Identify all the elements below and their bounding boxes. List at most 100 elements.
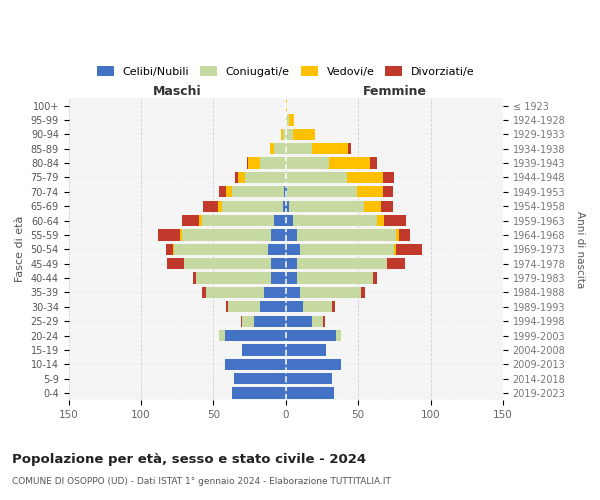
Bar <box>370 158 377 168</box>
Bar <box>222 200 283 212</box>
Bar <box>396 230 399 240</box>
Bar <box>242 316 254 327</box>
Bar <box>286 272 298 283</box>
Bar <box>384 215 406 226</box>
Bar <box>377 215 384 226</box>
Bar <box>286 215 293 226</box>
Bar <box>298 258 387 270</box>
Bar <box>286 128 293 140</box>
Bar <box>248 158 260 168</box>
Bar <box>298 230 396 240</box>
Bar <box>235 172 238 183</box>
Bar <box>167 258 184 270</box>
Bar <box>233 373 286 384</box>
Bar <box>180 230 182 240</box>
Bar <box>232 388 286 398</box>
Bar <box>383 186 393 198</box>
Bar <box>241 316 242 327</box>
Bar <box>312 143 348 154</box>
Bar <box>286 358 341 370</box>
Bar <box>242 344 286 356</box>
Bar <box>193 272 196 283</box>
Bar <box>284 186 286 198</box>
Bar <box>387 258 404 270</box>
Bar <box>286 258 298 270</box>
Bar <box>199 215 202 226</box>
Bar <box>293 128 315 140</box>
Bar <box>287 186 357 198</box>
Bar <box>373 272 377 283</box>
Bar <box>254 316 286 327</box>
Bar <box>274 143 286 154</box>
Bar <box>286 330 337 341</box>
Y-axis label: Anni di nascita: Anni di nascita <box>575 210 585 288</box>
Bar <box>247 158 248 168</box>
Bar <box>399 230 410 240</box>
Bar <box>286 143 312 154</box>
Bar <box>383 172 394 183</box>
Bar <box>286 301 303 312</box>
Bar <box>203 200 218 212</box>
Text: Popolazione per età, sesso e stato civile - 2024: Popolazione per età, sesso e stato civil… <box>12 452 366 466</box>
Bar <box>348 143 351 154</box>
Bar <box>260 301 286 312</box>
Bar <box>394 244 396 255</box>
Bar <box>228 301 260 312</box>
Bar <box>283 200 286 212</box>
Bar <box>271 258 286 270</box>
Bar <box>286 316 312 327</box>
Bar <box>300 244 394 255</box>
Bar <box>175 244 268 255</box>
Bar <box>293 215 377 226</box>
Bar <box>303 301 332 312</box>
Bar <box>281 128 283 140</box>
Bar <box>202 287 206 298</box>
Bar <box>264 287 286 298</box>
Bar <box>225 330 286 341</box>
Bar <box>283 128 286 140</box>
Bar <box>286 200 289 212</box>
Bar <box>286 287 300 298</box>
Bar <box>286 158 329 168</box>
Y-axis label: Fasce di età: Fasce di età <box>15 216 25 282</box>
Bar <box>329 158 370 168</box>
Bar <box>206 287 264 298</box>
Text: COMUNE DI OSOPPO (UD) - Dati ISTAT 1° gennaio 2024 - Elaborazione TUTTITALIA.IT: COMUNE DI OSOPPO (UD) - Dati ISTAT 1° ge… <box>12 478 391 486</box>
Bar <box>166 244 173 255</box>
Bar <box>226 301 228 312</box>
Bar <box>232 186 284 198</box>
Bar <box>286 373 332 384</box>
Bar <box>271 272 286 283</box>
Bar <box>286 100 287 111</box>
Bar <box>323 316 325 327</box>
Bar <box>268 244 286 255</box>
Text: Femmine: Femmine <box>362 86 427 98</box>
Bar <box>298 272 373 283</box>
Bar <box>332 301 335 312</box>
Bar <box>270 143 274 154</box>
Bar <box>184 258 271 270</box>
Bar <box>286 344 326 356</box>
Bar <box>286 186 287 198</box>
Bar <box>158 230 180 240</box>
Bar <box>225 358 286 370</box>
Bar <box>289 114 295 126</box>
Bar <box>260 158 286 168</box>
Bar <box>226 186 232 198</box>
Bar <box>286 172 347 183</box>
Bar <box>337 330 341 341</box>
Bar <box>202 215 274 226</box>
Bar <box>219 186 226 198</box>
Legend: Celibi/Nubili, Coniugati/e, Vedovi/e, Divorziati/e: Celibi/Nubili, Coniugati/e, Vedovi/e, Di… <box>92 62 479 82</box>
Bar <box>347 172 383 183</box>
Bar <box>173 244 175 255</box>
Bar <box>364 200 382 212</box>
Bar <box>286 388 334 398</box>
Text: Maschi: Maschi <box>153 86 202 98</box>
Bar <box>361 287 365 298</box>
Bar <box>274 215 286 226</box>
Bar <box>396 244 422 255</box>
Bar <box>382 200 393 212</box>
Bar <box>357 186 383 198</box>
Bar <box>219 330 225 341</box>
